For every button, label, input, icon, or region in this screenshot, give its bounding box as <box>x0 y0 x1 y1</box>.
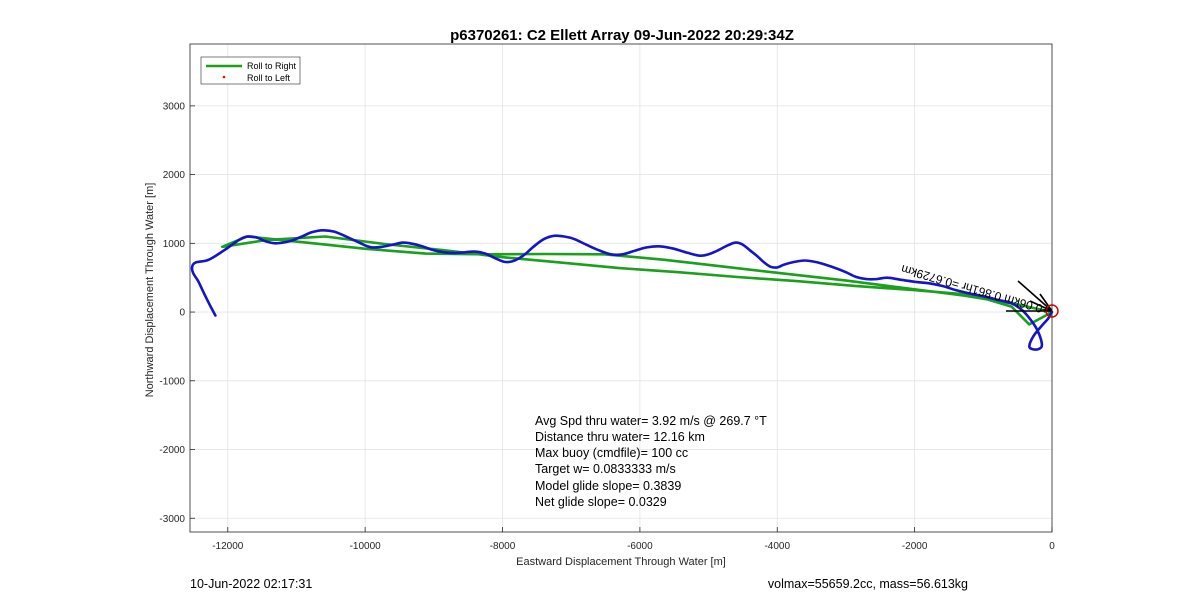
stat-target-w: Target w= 0.0833333 m/s <box>535 462 676 476</box>
stat-distance: Distance thru water= 12.16 km <box>535 430 705 444</box>
y-tick-label: -3000 <box>159 514 185 525</box>
series-layer <box>190 228 1054 351</box>
y-tick-label: 0 <box>179 308 185 319</box>
legend-swatch-roll-left <box>222 75 226 79</box>
stat-avg-speed: Avg Spd thru water= 3.92 m/s @ 269.7 °T <box>535 414 767 428</box>
vector-arrow <box>1029 300 1053 312</box>
x-tick-label: -2000 <box>902 541 928 552</box>
x-axis-label: Eastward Displacement Through Water [m] <box>516 556 726 568</box>
stats-block: Avg Spd thru water= 3.92 m/s @ 269.7 °T … <box>535 414 767 509</box>
current-vectors <box>1006 280 1053 312</box>
footer-volmax-mass: volmax=55659.2cc, mass=56.613kg <box>768 577 968 591</box>
legend-label-roll-right: Roll to Right <box>247 61 297 71</box>
x-tick-label: -10000 <box>350 541 382 552</box>
x-tick-label: -4000 <box>764 541 790 552</box>
axes-box <box>189 43 1053 533</box>
x-tick-label: -6000 <box>627 541 653 552</box>
vector-arrow <box>1039 293 1053 312</box>
vector-arrow <box>1017 280 1053 312</box>
footer-timestamp: 10-Jun-2022 02:17:31 <box>190 577 312 591</box>
y-axis-ticks: -3000 -2000 -1000 0 1000 2000 3000 <box>159 101 195 525</box>
stat-max-buoy: Max buoy (cmdfile)= 100 cc <box>535 446 688 460</box>
y-axis-label: Northward Displacement Through Water [m] <box>144 183 156 398</box>
y-tick-label: -2000 <box>159 445 185 456</box>
legend: Roll to Right Roll to Left <box>200 56 301 85</box>
series-line-trajectory <box>190 228 1054 351</box>
x-axis-ticks: -12000 -10000 -8000 -6000 -4000 -2000 0 <box>212 527 1055 552</box>
stat-model-glide: Model glide slope= 0.3839 <box>535 479 681 493</box>
series-line-roll-to-right <box>221 235 1053 326</box>
y-tick-label: 1000 <box>163 239 186 250</box>
x-tick-label: -12000 <box>212 541 244 552</box>
x-tick-label: 0 <box>1049 541 1055 552</box>
y-tick-label: 3000 <box>163 101 186 112</box>
y-tick-label: -1000 <box>159 376 185 387</box>
chart-title: p6370261: C2 Ellett Array 09-Jun-2022 20… <box>450 27 794 44</box>
y-tick-label: 2000 <box>163 170 186 181</box>
x-tick-label: -8000 <box>490 541 516 552</box>
stat-net-glide: Net glide slope= 0.0329 <box>535 495 667 509</box>
legend-box <box>200 56 301 85</box>
legend-label-roll-left: Roll to Left <box>247 73 291 83</box>
